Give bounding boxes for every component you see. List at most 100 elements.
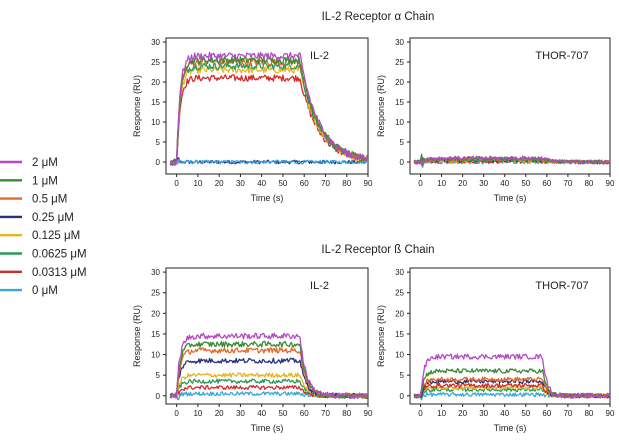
y-tick-label: 25 (151, 289, 160, 298)
y-tick-label: 15 (395, 98, 404, 107)
y-tick-label: 5 (156, 371, 161, 380)
panel-title: THOR-707 (535, 50, 588, 62)
plot-frame (409, 37, 611, 175)
x-tick-label: 30 (236, 409, 245, 418)
y-tick-label: 0 (156, 158, 161, 167)
x-tick-label: 0 (418, 409, 423, 418)
x-tick-label: 40 (500, 409, 509, 418)
x-tick-label: 50 (521, 179, 530, 188)
x-tick-label: 80 (342, 409, 351, 418)
legend-label: 0.125 μM (32, 230, 80, 242)
y-tick-label: 20 (395, 309, 404, 318)
x-tick-label: 10 (437, 409, 446, 418)
x-tick-label: 90 (364, 409, 373, 418)
legend-label: 1 μM (32, 175, 58, 187)
beta-section-title: IL-2 Receptor ß Chain (321, 244, 434, 256)
y-tick-label: 5 (400, 371, 405, 380)
y-tick-label: 5 (400, 138, 405, 147)
plot-frame (409, 267, 611, 405)
y-tick-label: 20 (151, 309, 160, 318)
x-tick-label: 40 (500, 179, 509, 188)
y-tick-label: 30 (151, 38, 160, 47)
plot-frame (165, 267, 369, 405)
x-tick-label: 50 (278, 179, 287, 188)
x-tick-label: 60 (542, 179, 551, 188)
panel-title: THOR-707 (535, 280, 588, 292)
x-tick-label: 90 (606, 409, 615, 418)
y-tick-label: 15 (151, 330, 160, 339)
x-axis-label: Time (s) (494, 423, 527, 433)
legend-label: 2 μM (32, 157, 58, 169)
x-tick-label: 80 (584, 179, 593, 188)
x-tick-label: 20 (215, 179, 224, 188)
y-tick-label: 0 (400, 158, 405, 167)
x-tick-label: 20 (458, 179, 467, 188)
x-tick-label: 50 (521, 409, 530, 418)
y-tick-label: 20 (395, 78, 404, 87)
series-line (413, 353, 610, 399)
y-axis-label: Response (RU) (376, 305, 386, 367)
y-tick-label: 25 (151, 58, 160, 67)
x-tick-label: 60 (542, 409, 551, 418)
legend-label: 0.0313 μM (32, 267, 87, 279)
y-axis-label: Response (RU) (132, 305, 142, 367)
x-tick-label: 10 (193, 179, 202, 188)
chart-panel: 0 5 10 15 20 25 30 0 10 20 30 40 50 60 70 80 90 Time (s) R… (376, 267, 615, 433)
x-tick-label: 20 (215, 409, 224, 418)
y-tick-label: 20 (151, 78, 160, 87)
series-line (169, 332, 368, 400)
chart-panel: 0 5 10 15 20 25 30 0 10 20 30 40 50 60 70 80 90 Time (s) R… (376, 37, 615, 203)
x-tick-label: 0 (418, 179, 423, 188)
y-tick-label: 0 (156, 392, 161, 401)
y-tick-label: 10 (151, 118, 160, 127)
series-line (169, 51, 368, 166)
series-line (170, 378, 368, 399)
series-line (169, 357, 368, 399)
y-tick-label: 0 (400, 392, 405, 401)
y-tick-label: 15 (395, 330, 404, 339)
x-axis-label: Time (s) (251, 423, 284, 433)
panel-title: IL-2 (310, 280, 329, 292)
legend-label: 0.25 μM (32, 212, 74, 224)
x-tick-label: 70 (563, 179, 572, 188)
x-tick-label: 90 (606, 179, 615, 188)
y-tick-label: 30 (151, 268, 160, 277)
x-tick-label: 50 (278, 409, 287, 418)
x-tick-label: 80 (342, 179, 351, 188)
y-tick-label: 10 (151, 351, 160, 360)
legend-label: 0.0625 μM (32, 249, 87, 261)
x-tick-label: 30 (479, 179, 488, 188)
y-tick-label: 25 (395, 58, 404, 67)
x-axis-label: Time (s) (251, 193, 284, 203)
x-tick-label: 60 (300, 179, 309, 188)
x-tick-label: 60 (300, 409, 309, 418)
x-tick-label: 10 (193, 409, 202, 418)
y-axis-label: Response (RU) (132, 75, 142, 137)
x-tick-label: 40 (257, 409, 266, 418)
chart-panel: 0 5 10 15 20 25 30 0 10 20 30 40 50 60 70 80 90 Time (s) R… (132, 37, 373, 203)
y-tick-label: 5 (156, 138, 161, 147)
x-tick-label: 90 (364, 179, 373, 188)
series-line (169, 74, 368, 166)
x-tick-label: 30 (236, 179, 245, 188)
x-tick-label: 0 (174, 179, 179, 188)
x-tick-label: 70 (321, 409, 330, 418)
x-tick-label: 0 (174, 409, 179, 418)
y-tick-label: 25 (395, 289, 404, 298)
y-tick-label: 30 (395, 38, 404, 47)
alpha-section-title: IL-2 Receptor α Chain (322, 11, 435, 23)
x-tick-label: 10 (437, 179, 446, 188)
legend: 2 μM 1 μM 0.5 μM 0.25 μM 0.125 μM 0.0625 μM 0.… (0, 157, 87, 297)
x-tick-label: 20 (458, 409, 467, 418)
y-axis-label: Response (RU) (376, 75, 386, 137)
x-tick-label: 30 (479, 409, 488, 418)
panel-title: IL-2 (310, 50, 329, 62)
series-line (169, 159, 368, 165)
y-tick-label: 10 (395, 118, 404, 127)
legend-label: 0.5 μM (32, 194, 67, 206)
x-tick-label: 70 (563, 409, 572, 418)
y-tick-label: 15 (151, 98, 160, 107)
chart-panel: 0 5 10 15 20 25 30 0 10 20 30 40 50 60 70 80 90 Time (s) R… (132, 267, 373, 433)
